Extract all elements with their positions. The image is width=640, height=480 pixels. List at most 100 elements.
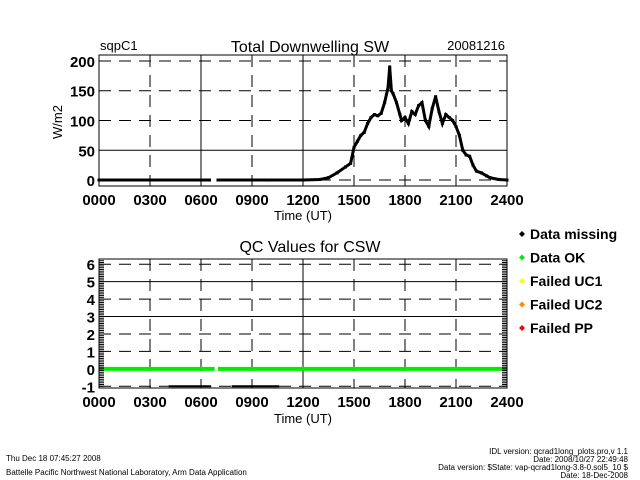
plot-frame-sw	[98, 54, 508, 187]
legend: Data missing Data OK Failed UC1 Failed UC2 F…	[519, 226, 617, 336]
x-tick-label: 1800	[388, 192, 421, 209]
footer-idl-version: IDL version: qcrad1long_plots.pro,v 1.1	[489, 447, 628, 456]
x-tick-label: 0300	[133, 394, 166, 411]
legend-label: Failed PP	[530, 320, 593, 336]
sw-data-point	[464, 153, 468, 157]
sw-data-point	[417, 104, 421, 108]
sw-data-point	[485, 174, 489, 178]
sw-data-point	[403, 116, 407, 120]
sw-data-point	[359, 133, 363, 137]
sw-data-point	[389, 89, 393, 93]
x-tick-label: 0000	[82, 394, 115, 411]
y-tick-label: 3	[87, 310, 95, 327]
footer-timestamp: Thu Dec 18 07:45:27 2008	[6, 454, 101, 463]
x-tick-label: 0900	[235, 394, 268, 411]
legend-marker	[519, 278, 525, 284]
chart-title-sw: Total Downwelling SW	[231, 39, 390, 56]
x-tick-label: 0600	[184, 394, 217, 411]
sw-data-point	[349, 161, 353, 165]
legend-marker	[519, 231, 525, 237]
series-sw	[97, 65, 509, 182]
tick-labels-qc: 0000 0300 0600 0900 1200 1500 1800 2100 2400 -101…	[82, 257, 524, 411]
y-tick-label: 100	[70, 114, 95, 131]
sw-data-point	[352, 145, 356, 149]
sw-data-point	[366, 121, 370, 125]
y-tick-label: 50	[78, 143, 95, 160]
sw-data-point	[430, 107, 434, 111]
x-tick-label: 1500	[337, 192, 370, 209]
sw-data-point	[420, 101, 424, 105]
y-tick-label: -1	[82, 379, 95, 396]
tick-labels-sw: 0000 0300 0600 0900 1200 1500 1800 2100 2400 0 50 1…	[70, 54, 524, 209]
sw-data-point	[451, 119, 455, 122]
legend-marker	[519, 301, 525, 308]
plot-frame-qc	[98, 258, 508, 389]
sw-data-point	[208, 178, 211, 182]
x-tick-label: 2100	[439, 192, 472, 209]
x-tick-label: 2400	[490, 394, 523, 411]
sw-data-point	[327, 176, 330, 180]
x-axis-label-sw: Time (UT)	[274, 208, 332, 223]
legend-label: Failed UC1	[530, 273, 603, 289]
site-label: sqpC1	[100, 38, 138, 53]
sw-data-point	[400, 119, 404, 122]
sw-data-point	[335, 171, 339, 175]
x-tick-label: 0000	[82, 192, 115, 209]
legend-label: Data missing	[530, 226, 617, 242]
y-tick-label: 1	[87, 344, 95, 361]
x-tick-label: 0900	[235, 192, 268, 209]
x-axis-label-qc: Time (UT)	[274, 411, 332, 426]
sw-data-point	[440, 121, 444, 125]
y-tick-label: 4	[87, 292, 96, 309]
sw-data-point	[379, 111, 383, 115]
legend-marker	[519, 325, 525, 331]
sw-data-point	[148, 178, 152, 182]
sw-data-point	[480, 171, 483, 175]
sw-data-point	[395, 101, 398, 105]
footer-org: Battelle Pacific Northwest National Labo…	[6, 468, 247, 477]
sw-data-point	[497, 177, 500, 181]
sw-data-point	[376, 114, 380, 118]
grid-sw	[99, 55, 507, 186]
x-tick-label: 0300	[133, 192, 166, 209]
sw-data-point	[423, 119, 427, 122]
y-axis-label: W/m2	[50, 105, 65, 139]
sw-data-point	[344, 165, 347, 169]
y-tick-label: 5	[87, 275, 95, 292]
sw-data-point	[386, 86, 390, 90]
sw-data-point	[410, 110, 414, 114]
x-tick-label: 1800	[388, 394, 421, 411]
sw-data-point	[216, 178, 220, 182]
y-tick-label: 0	[87, 362, 95, 379]
sw-data-point	[488, 176, 492, 180]
x-tick-label: 1200	[286, 192, 319, 209]
sw-data-point	[267, 178, 271, 182]
sw-data-point	[398, 113, 402, 117]
chart-title-qc: QC Values for CSW	[239, 239, 381, 256]
sw-data-point	[199, 178, 203, 182]
legend-label: Data OK	[530, 250, 585, 266]
sw-data-point	[444, 113, 448, 117]
sw-data-point	[437, 110, 441, 114]
sw-data-point	[461, 148, 465, 152]
footer-data-version: Data version: $State: vap-qcrad1long-3.8…	[438, 463, 628, 472]
sw-data-point	[427, 124, 431, 128]
sw-data-point	[355, 139, 359, 143]
footer-idl-date: Date: 2008/10/27 22:49:48	[533, 455, 628, 464]
sw-data-point	[383, 101, 387, 105]
y-tick-label: 2	[87, 327, 95, 344]
y-tick-label: 6	[87, 257, 95, 274]
sw-data-point	[413, 113, 417, 117]
sw-data-point	[362, 130, 366, 134]
sw-data-point	[471, 163, 475, 167]
sw-data-point	[372, 113, 376, 117]
x-tick-label: 1200	[286, 394, 319, 411]
legend-label: Failed UC2	[530, 297, 603, 313]
date-label: 20081216	[447, 38, 505, 53]
sw-data-point	[369, 116, 373, 120]
sw-data-point	[447, 116, 451, 120]
y-tick-label: 200	[70, 54, 95, 71]
x-tick-label: 1500	[337, 394, 370, 411]
footer-data-date: Date: 18-Dec-2008	[560, 471, 628, 480]
